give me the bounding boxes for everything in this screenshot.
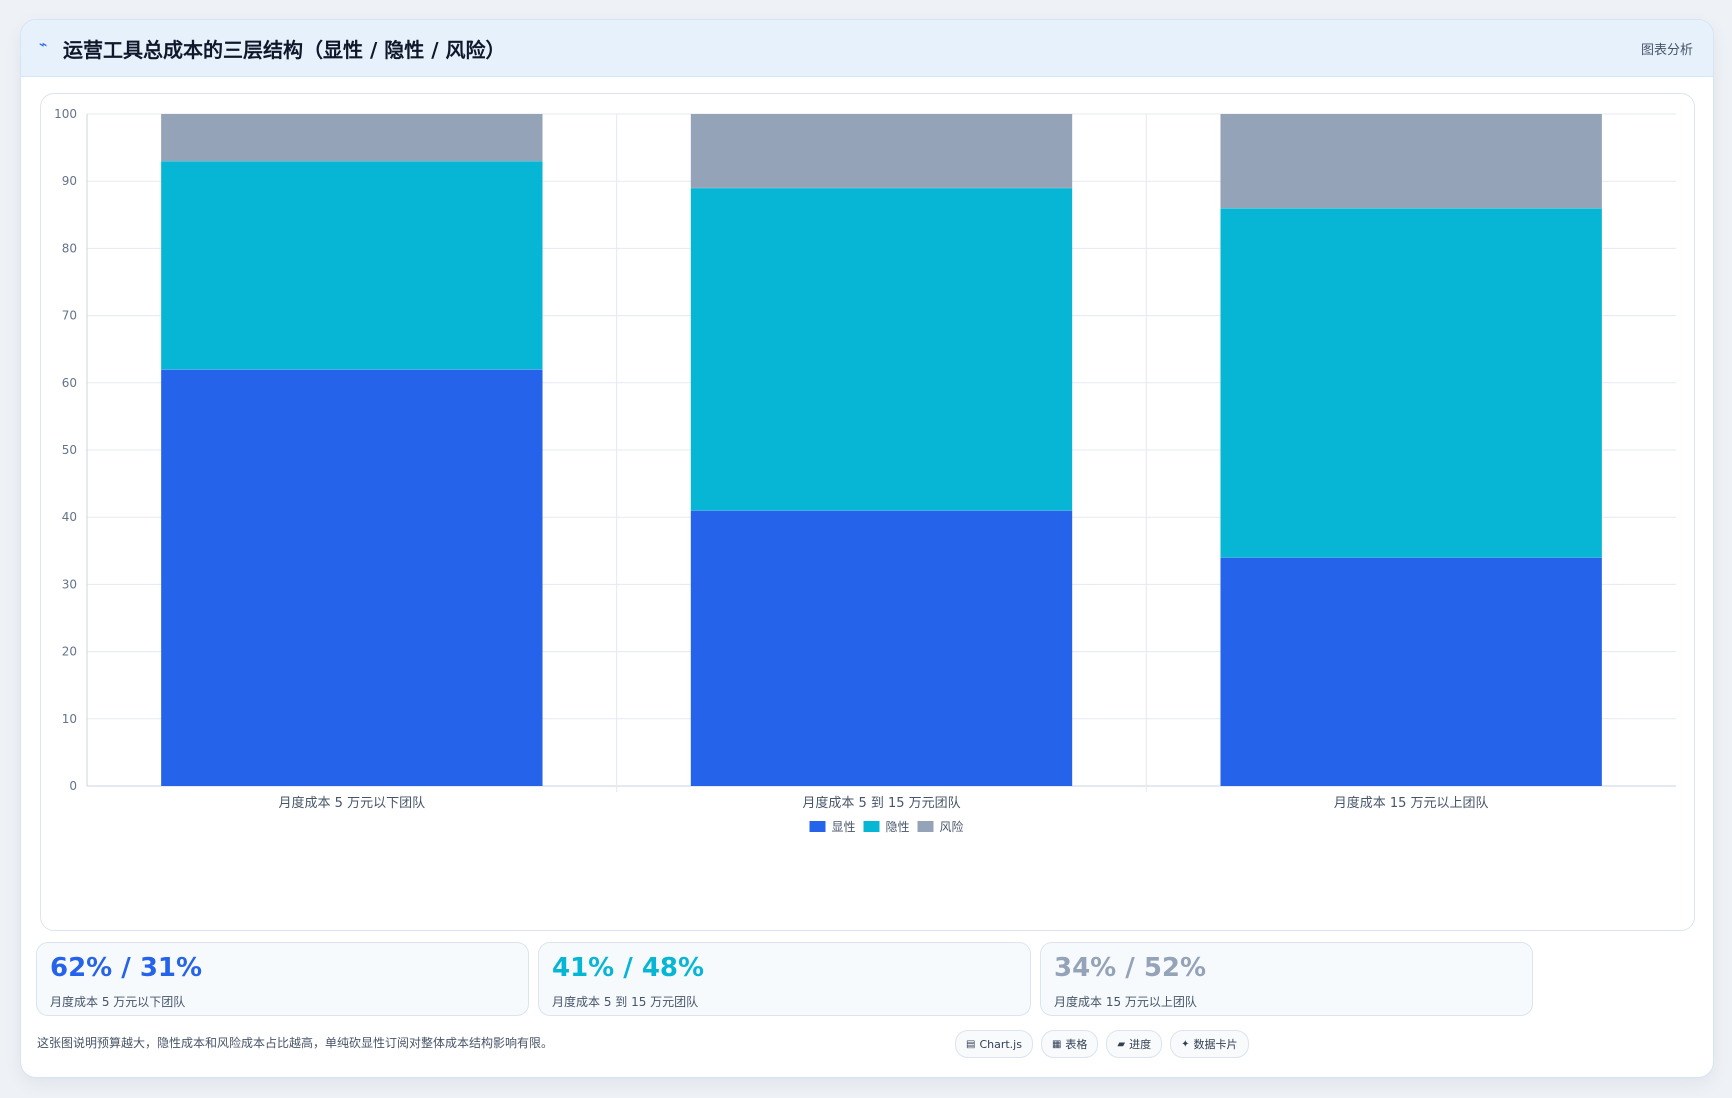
y-tick-label: 60 [62, 376, 77, 390]
legend-swatch [917, 821, 934, 832]
chart-icon: ▤ [966, 1038, 976, 1050]
stat-value: 34% / 52% [1054, 953, 1207, 983]
tag-label: 数据卡片 [1193, 1038, 1238, 1051]
bar-segment-3 [690, 114, 1073, 188]
bar-segment-1 [1220, 557, 1602, 786]
legend-label: 风险 [940, 819, 964, 834]
y-tick-label: 40 [62, 510, 77, 524]
stat-card-small: 62% / 31% 月度成本 5 万元以下团队 [36, 942, 529, 1016]
x-tick-label: 月度成本 5 到 15 万元团队 [802, 795, 960, 811]
y-tick-label: 50 [62, 443, 77, 457]
progress-icon: ▰ [1117, 1038, 1126, 1050]
stat-card-medium: 41% / 48% 月度成本 5 到 15 万元团队 [538, 942, 1031, 1016]
chart-title: 运营工具总成本的三层结构（显性 / 隐性 / 风险） [63, 38, 506, 62]
tag-label: Chart.js [979, 1037, 1022, 1051]
x-tick-label: 月度成本 5 万元以下团队 [279, 795, 426, 811]
bar-segment-1 [161, 369, 543, 786]
chart-note: 这张图说明预算越大，隐性成本和风险成本占比越高，单纯砍显性订阅对整体成本结构影响… [37, 1036, 554, 1050]
legend-label: 隐性 [886, 820, 910, 834]
chart-card: ⌁ 运营工具总成本的三层结构（显性 / 隐性 / 风险） 图表分析 0 10 20 3… [20, 19, 1714, 1078]
chart-analysis-link[interactable]: 图表分析 [1640, 43, 1693, 58]
chart-container: 0 10 20 30 40 50 60 70 80 90 100 月度成本 5 万元以下团队 月度成本 … [40, 93, 1695, 931]
tag-data-cards[interactable]: ✦ 数据卡片 [1170, 1030, 1249, 1058]
tag-list: ▤ Chart.js ▦ 表格 ▰ 进度 ✦ 数据卡片 [955, 1030, 1249, 1058]
bar-segment-3 [1220, 114, 1602, 209]
stat-value: 62% / 31% [50, 953, 203, 983]
sparkle-icon: ✦ [1181, 1038, 1190, 1050]
y-tick-label: 90 [62, 174, 77, 188]
chart-line-icon: ⌁ [39, 37, 48, 53]
tag-table[interactable]: ▦ 表格 [1040, 1030, 1099, 1058]
stat-card-large: 34% / 52% 月度成本 15 万元以上团队 [1040, 942, 1533, 1016]
table-icon: ▦ [1051, 1038, 1062, 1050]
bar-segment-2 [690, 187, 1073, 511]
stat-label: 月度成本 5 万元以下团队 [50, 995, 186, 1009]
y-tick-label: 80 [62, 241, 77, 255]
bar-segment-2 [1220, 208, 1602, 558]
y-tick-label: 30 [62, 577, 77, 591]
stat-label: 月度成本 5 到 15 万元团队 [552, 995, 699, 1009]
y-tick-label: 0 [69, 779, 77, 793]
y-tick-label: 10 [62, 712, 77, 726]
y-tick-label: 70 [62, 309, 77, 323]
y-tick-label: 100 [54, 107, 77, 121]
tag-progress[interactable]: ▰ 进度 [1106, 1030, 1163, 1058]
legend-label: 显性 [832, 820, 856, 834]
tag-label: 进度 [1129, 1038, 1152, 1051]
stat-label: 月度成本 15 万元以上团队 [1054, 995, 1197, 1009]
y-tick-label: 20 [62, 645, 77, 659]
stacked-bar-chart: 0 10 20 30 40 50 60 70 80 90 100 月度成本 5 万元以下团队 月度成本 … [54, 107, 1676, 834]
stat-value: 41% / 48% [552, 953, 705, 983]
x-tick-label: 月度成本 15 万元以上团队 [1334, 795, 1489, 811]
tag-chartjs[interactable]: ▤ Chart.js [955, 1030, 1033, 1058]
legend-swatch [809, 821, 826, 832]
legend-swatch [863, 821, 880, 832]
tag-label: 表格 [1065, 1038, 1088, 1051]
bar-segment-1 [690, 510, 1073, 786]
card-header: ⌁ 运营工具总成本的三层结构（显性 / 隐性 / 风险） 图表分析 [21, 20, 1713, 77]
bar-segment-3 [161, 114, 543, 162]
bar-segment-2 [161, 161, 543, 370]
